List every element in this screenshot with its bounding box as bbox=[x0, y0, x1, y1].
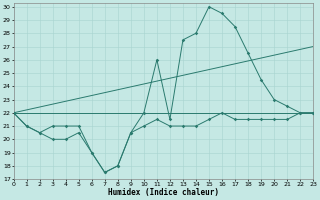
X-axis label: Humidex (Indice chaleur): Humidex (Indice chaleur) bbox=[108, 188, 219, 197]
